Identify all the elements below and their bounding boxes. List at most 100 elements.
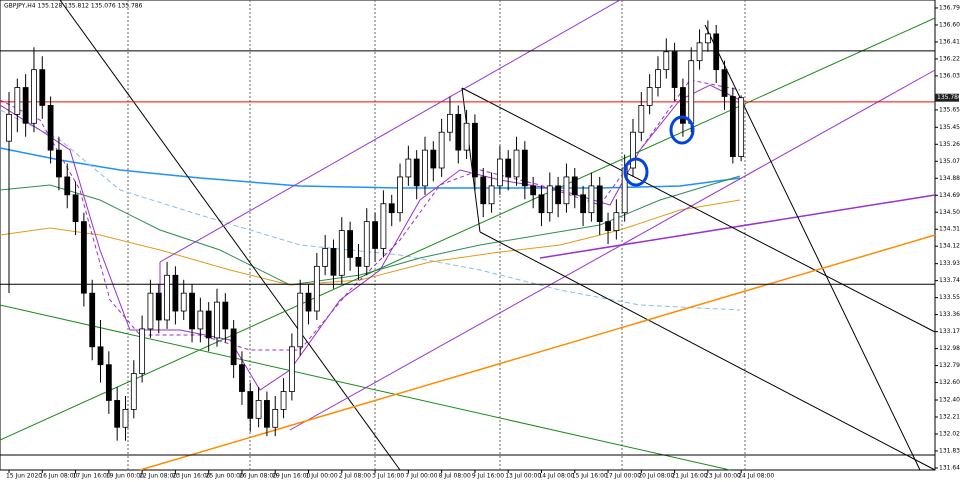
candle-body (239, 364, 245, 392)
candle-body (322, 248, 329, 267)
candle-body (530, 185, 537, 196)
y-tick-label: 133.740 (939, 277, 960, 284)
candle-body (397, 176, 403, 214)
y-tick-label: 134.315 (939, 226, 960, 233)
candle-body (330, 248, 337, 276)
candle-body (480, 176, 487, 205)
x-tick-label: 19 Jun 00:00 (106, 473, 144, 480)
x-tick-label: 9 Jul 16:00 (472, 473, 504, 480)
y-tick-label: 132.790 (939, 362, 960, 369)
x-tick-label: 26 Jun 08:00 (239, 473, 277, 480)
candle-body (72, 194, 79, 223)
candle-body (114, 400, 121, 428)
trendline (479, 231, 936, 471)
candle-body (97, 346, 104, 366)
trendlines (0, 0, 936, 471)
candle-body (688, 60, 695, 124)
candle-body (713, 33, 720, 71)
candle-body (580, 194, 586, 214)
x-tick-label: 22 Jun 08:00 (139, 473, 177, 480)
candle-body (588, 185, 595, 214)
candle-body (630, 131, 636, 169)
candle-body (14, 87, 21, 115)
y-tick-label: 133.930 (939, 260, 960, 267)
y-tick-label: 136.600 (939, 21, 960, 28)
y-tick-label: 133.170 (939, 328, 960, 335)
x-tick-label: 15 Jul 16:00 (572, 473, 608, 480)
candle-body (122, 408, 129, 428)
x-tick-label: 2 Jul 08:00 (339, 473, 371, 480)
x-tick-label: 24 Jul 08:00 (738, 473, 774, 480)
y-tick-label: 134.505 (939, 209, 960, 216)
trendline (59, 0, 401, 471)
candle-body (505, 158, 512, 178)
candle-body (638, 105, 645, 133)
candle-body (31, 69, 37, 124)
x-tick-label: 23 Jul 00:00 (705, 473, 741, 480)
candle-body (380, 203, 387, 249)
highlight-circle (623, 157, 649, 187)
x-tick-label: 29 Jun 16:00 (272, 473, 310, 480)
y-tick-label: 134.125 (939, 243, 960, 250)
y-tick-label: 136.220 (939, 55, 960, 62)
price-tag-label: 135.786 (937, 94, 960, 101)
candle-body (447, 113, 453, 133)
candle-body (313, 265, 320, 312)
candle-body (738, 97, 745, 157)
candle-body (6, 113, 12, 142)
candle-body (89, 292, 96, 348)
candle-body (280, 391, 287, 410)
candle-body (463, 122, 470, 151)
candle-body (729, 96, 736, 157)
y-tick-label: 135.265 (939, 141, 960, 148)
trendline (539, 194, 936, 259)
candle-body (388, 203, 395, 214)
candle-body (613, 212, 620, 231)
x-tick-label: 20 Jul 08:00 (638, 473, 674, 480)
candle-body (413, 158, 420, 187)
x-tick-label: 16 Jun 08:00 (39, 473, 77, 480)
trendline (0, 304, 731, 471)
y-tick-label: 132.215 (939, 413, 960, 420)
candle-body (721, 69, 728, 97)
candle-body (605, 221, 611, 231)
candle-body (214, 301, 220, 339)
candle-body (255, 400, 262, 419)
x-tick-label: 7 Jul 00:00 (405, 473, 437, 480)
candle-body (222, 301, 229, 330)
candle-body (596, 185, 603, 223)
y-tick-label: 134.885 (939, 175, 960, 182)
candle-body (372, 221, 378, 249)
candle-body (247, 391, 254, 419)
x-tick-label: 21 Jul 16:00 (672, 473, 708, 480)
candle-body (297, 292, 304, 348)
y-tick-label: 132.405 (939, 397, 960, 404)
candle-body (422, 149, 428, 187)
candle-body (105, 364, 112, 401)
candle-body (563, 176, 570, 205)
candle-body (405, 158, 412, 178)
candle-body (538, 194, 545, 214)
y-tick-label: 131.645 (939, 464, 960, 471)
candle-body (39, 69, 46, 106)
candle-body (164, 274, 170, 321)
candle-body (56, 149, 62, 178)
moving-average (0, 79, 741, 351)
trendline (461, 87, 481, 233)
candle-body (513, 149, 520, 178)
candle-body (338, 230, 345, 276)
trendline (461, 87, 936, 333)
y-tick-label: 133.550 (939, 294, 960, 301)
y-tick-label: 132.600 (939, 379, 960, 386)
y-tick-label: 132.980 (939, 345, 960, 352)
y-tick-label: 136.410 (939, 38, 960, 45)
y-tick-label: 136.030 (939, 72, 960, 79)
x-tick-label: 1 Jul 00:00 (306, 473, 338, 480)
candle-body (655, 69, 661, 88)
candle-body (180, 292, 187, 312)
y-tick-label: 133.360 (939, 311, 960, 318)
x-tick-label: 15 Jun 2020 (6, 473, 42, 480)
candle-body (22, 87, 29, 124)
y-tick-label: 132.025 (939, 430, 960, 437)
